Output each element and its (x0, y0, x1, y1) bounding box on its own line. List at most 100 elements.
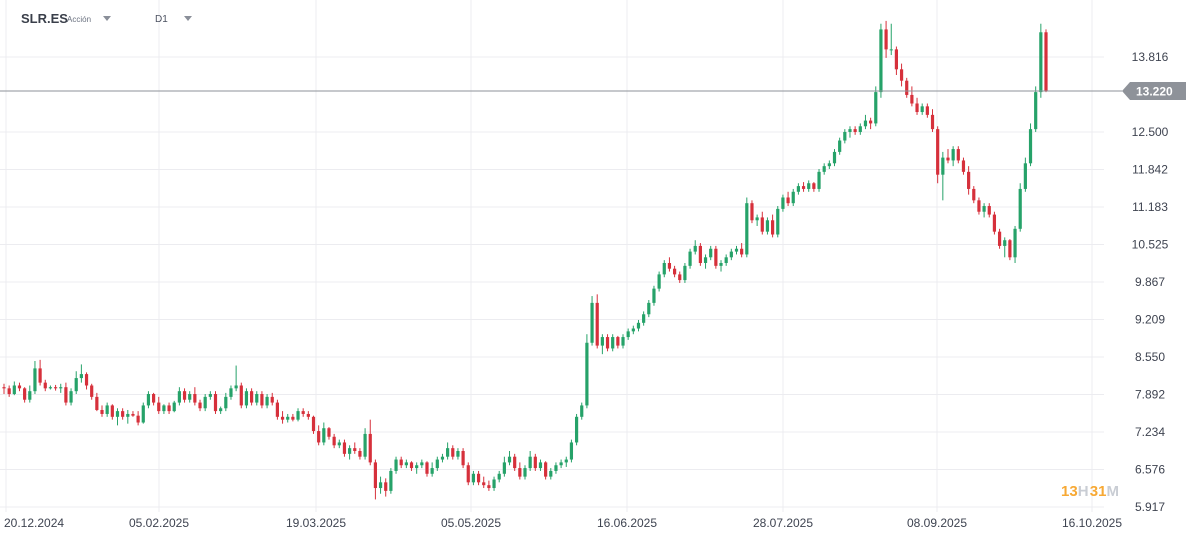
candle (910, 86, 914, 107)
candle-body (95, 396, 99, 410)
candle-body (827, 163, 831, 167)
candle (296, 408, 300, 422)
candle (817, 169, 821, 192)
candle-body (358, 450, 362, 457)
candle-body (672, 268, 677, 275)
candle-body (213, 394, 218, 412)
candle-body (997, 231, 1002, 246)
candle (317, 425, 321, 446)
candle (342, 439, 347, 457)
candle (250, 388, 254, 406)
candle-body (946, 157, 950, 161)
candle-body (378, 482, 383, 489)
candle-body (244, 391, 249, 406)
candle-body (507, 456, 512, 463)
candle (894, 46, 899, 76)
candle (750, 200, 754, 224)
candle-body (430, 468, 434, 474)
candle (569, 439, 574, 463)
x-tick-label: 20.12.2024 (4, 516, 64, 530)
candle (373, 459, 378, 500)
candle (822, 163, 826, 175)
candle (693, 240, 697, 255)
candle-body (1003, 240, 1007, 246)
candle-body (925, 106, 929, 115)
candle-body (745, 203, 749, 255)
candle-body (100, 409, 104, 414)
candle (982, 203, 986, 218)
candle-body (848, 129, 852, 132)
candle (368, 419, 372, 466)
candle (219, 406, 223, 414)
candle (652, 285, 656, 306)
candle (997, 228, 1002, 249)
symbol-label[interactable]: SLR.ES (21, 11, 68, 26)
candle (848, 126, 852, 138)
y-tick-label: 11.842 (1132, 162, 1168, 176)
candle (507, 450, 512, 466)
candle-body (631, 328, 635, 332)
y-tick-label: 9.209 (1135, 312, 1165, 326)
candle-body (69, 391, 73, 403)
candle-body (7, 388, 11, 395)
candle (461, 448, 465, 469)
candle-body (899, 69, 904, 81)
candle-body (332, 436, 336, 446)
candle-body (348, 448, 352, 454)
candle-body (482, 482, 486, 486)
symbol-chevron-down-icon[interactable] (103, 16, 111, 21)
candle (734, 245, 739, 255)
candle (43, 379, 47, 392)
candle (476, 470, 481, 486)
candle-body (59, 387, 63, 389)
candle (255, 391, 259, 406)
candle (672, 265, 677, 278)
candle (48, 385, 53, 390)
candle-body (1028, 129, 1033, 164)
candle (332, 433, 336, 449)
timeframe-chevron-down-icon[interactable] (184, 16, 192, 21)
candle-body (12, 385, 16, 395)
candle-body (967, 171, 971, 189)
candle (1008, 239, 1012, 261)
candle-body (750, 203, 754, 221)
x-tick-label: 19.03.2025 (286, 516, 346, 530)
candle-body (146, 394, 151, 406)
candle (987, 203, 991, 218)
candle-body (291, 416, 295, 420)
candle (275, 399, 279, 420)
candle-body (461, 450, 465, 466)
candle (2, 383, 6, 395)
candle (899, 63, 904, 87)
candle-body (734, 248, 739, 252)
candle (121, 408, 125, 420)
candle-body (755, 217, 759, 221)
candle (915, 97, 919, 115)
candle (863, 114, 868, 130)
candle (590, 296, 594, 346)
candle-body (869, 120, 873, 124)
candle-body (1034, 92, 1038, 130)
candle-body (724, 257, 728, 264)
candle-body (208, 394, 212, 397)
candle (389, 468, 393, 494)
candle-body (492, 479, 496, 489)
candle-body (884, 29, 888, 50)
candle (177, 387, 181, 406)
candle-body (446, 448, 450, 457)
candle-body (301, 411, 305, 414)
candle (7, 385, 11, 397)
timeframe-label[interactable]: D1 (155, 14, 168, 25)
candle-body (889, 49, 893, 51)
candle-body (384, 482, 388, 491)
y-tick-label: 8.550 (1135, 350, 1165, 364)
candle (518, 462, 522, 480)
candle-body (456, 450, 460, 457)
x-tick-label: 05.02.2025 (129, 516, 189, 530)
candle (90, 383, 94, 400)
candle-body (33, 368, 37, 392)
candle-body (544, 462, 548, 477)
candle (616, 335, 620, 349)
candle (399, 456, 403, 469)
